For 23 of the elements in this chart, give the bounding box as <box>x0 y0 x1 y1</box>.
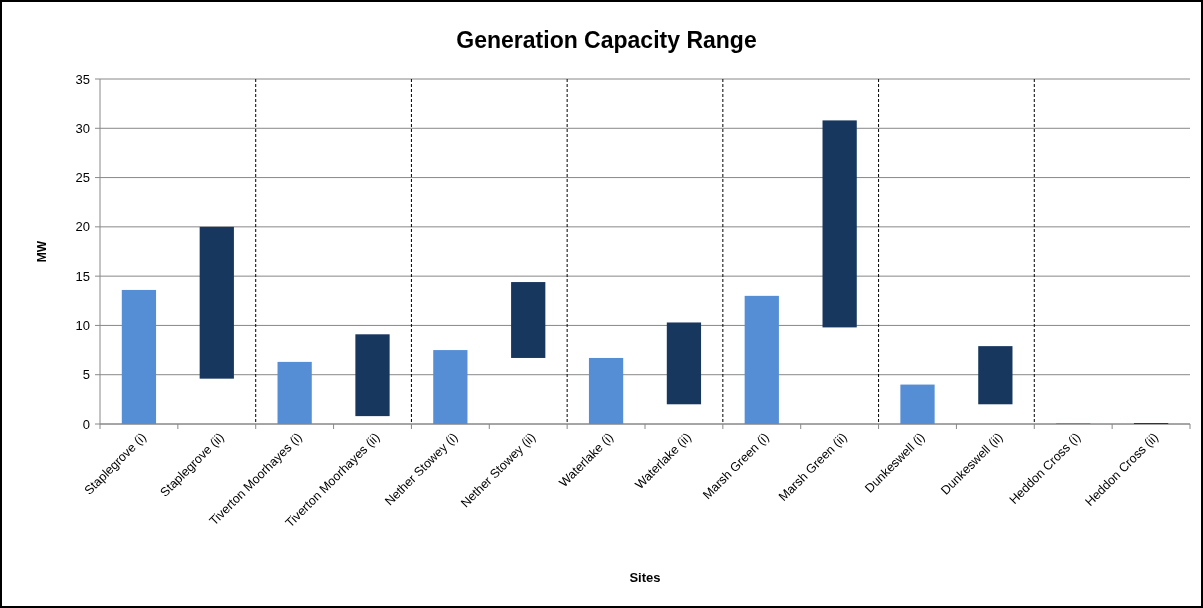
y-tick-label: 5 <box>82 367 90 383</box>
bar <box>355 334 390 417</box>
bar <box>277 361 312 424</box>
y-tick-label: 25 <box>75 170 90 186</box>
bar <box>822 120 857 328</box>
y-tick-label: 35 <box>75 71 90 87</box>
bar <box>121 289 157 424</box>
y-tick-label: 15 <box>75 268 90 284</box>
bar <box>666 322 702 405</box>
bar <box>433 350 468 424</box>
y-tick-label: 30 <box>75 120 90 136</box>
y-tick-label: 20 <box>75 219 90 235</box>
bar <box>199 226 234 379</box>
bar <box>511 282 546 358</box>
bar <box>744 295 779 424</box>
bar <box>900 384 935 424</box>
chart-title: Generation Capacity Range <box>456 27 757 53</box>
x-axis-title: Sites <box>629 570 661 585</box>
y-axis-title: MW <box>35 240 49 263</box>
bar <box>978 346 1013 405</box>
y-tick-label: 0 <box>82 416 90 432</box>
y-tick-label: 10 <box>75 317 90 333</box>
bar <box>588 357 624 424</box>
